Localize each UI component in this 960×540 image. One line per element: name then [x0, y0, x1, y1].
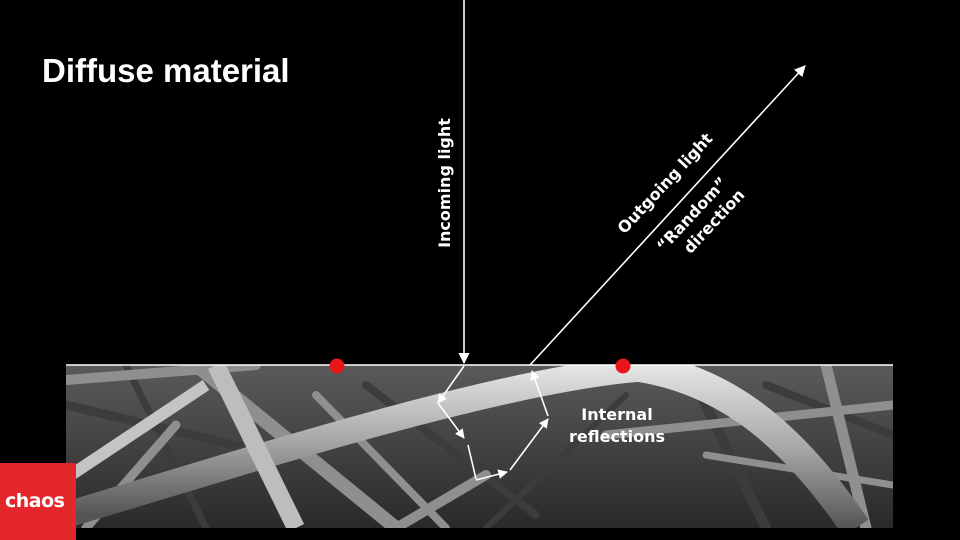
chaos-logo: chaos [0, 463, 76, 540]
surface-marker-right [616, 359, 631, 374]
outgoing-light-arrow [530, 66, 805, 365]
internal-reflection-path [438, 366, 548, 480]
incoming-light-label: Incoming light [435, 118, 454, 248]
surface-marker-left [330, 359, 345, 374]
internal-reflections-label-line2: reflections [569, 427, 665, 446]
internal-reflections-label-line1: Internal [581, 405, 652, 424]
logo-text: chaos [5, 490, 64, 512]
